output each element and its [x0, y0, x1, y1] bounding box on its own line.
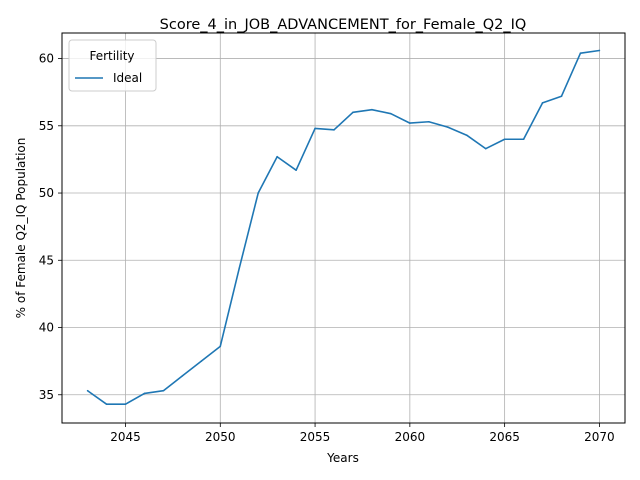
legend: Fertility Ideal — [68, 39, 157, 92]
data-point — [371, 108, 373, 111]
data-point — [86, 389, 89, 392]
data-point — [333, 129, 335, 131]
x-tick-label: 2060 — [395, 430, 426, 444]
data-point — [446, 126, 449, 128]
data-point — [200, 360, 203, 362]
data-point — [257, 192, 259, 194]
data-point — [181, 375, 184, 377]
data-point — [314, 127, 316, 130]
data-point — [579, 52, 582, 54]
data-point — [484, 147, 487, 150]
data-point — [503, 138, 506, 141]
legend-title: Fertility — [89, 49, 134, 63]
series-group — [86, 49, 601, 405]
x-tick-label: 2045 — [110, 430, 141, 444]
y-tick-label: 35 — [39, 388, 54, 402]
series-line-ideal — [87, 49, 600, 405]
data-point — [428, 120, 430, 123]
y-tick-label: 45 — [39, 253, 54, 267]
y-tick-label: 50 — [39, 186, 54, 200]
chart-title: Score_4_in_JOB_ADVANCEMENT_for_Female_Q2… — [160, 17, 527, 33]
y-axis-label: % of Female Q2_IQ Population — [14, 138, 28, 319]
y-tick-label: 60 — [39, 52, 54, 66]
data-point — [409, 122, 411, 124]
data-point — [124, 403, 127, 405]
data-point — [541, 102, 544, 104]
data-point — [352, 111, 354, 114]
y-tick-label: 40 — [39, 321, 54, 335]
x-tick-label: 2055 — [300, 430, 331, 444]
data-point — [390, 112, 392, 115]
axis-ticks: 2045 2050 2055 2060 2065 2070 35 40 45 50 55 60 — [39, 52, 615, 444]
data-point — [219, 345, 222, 348]
data-point — [295, 169, 297, 171]
data-point — [162, 389, 165, 392]
x-axis-label: Years — [326, 451, 359, 465]
data-point — [522, 138, 525, 141]
data-point — [465, 134, 468, 137]
x-tick-label: 2050 — [205, 430, 236, 444]
plot-frame — [61, 32, 626, 424]
data-point — [276, 155, 278, 158]
data-point — [143, 392, 146, 395]
data-point — [560, 95, 563, 98]
data-point — [105, 403, 108, 405]
x-tick-label: 2065 — [489, 430, 520, 444]
data-point — [598, 49, 601, 52]
x-tick-label: 2070 — [584, 430, 615, 444]
legend-entry-label: Ideal — [113, 71, 142, 85]
data-point — [238, 267, 241, 270]
y-tick-label: 55 — [39, 119, 54, 133]
